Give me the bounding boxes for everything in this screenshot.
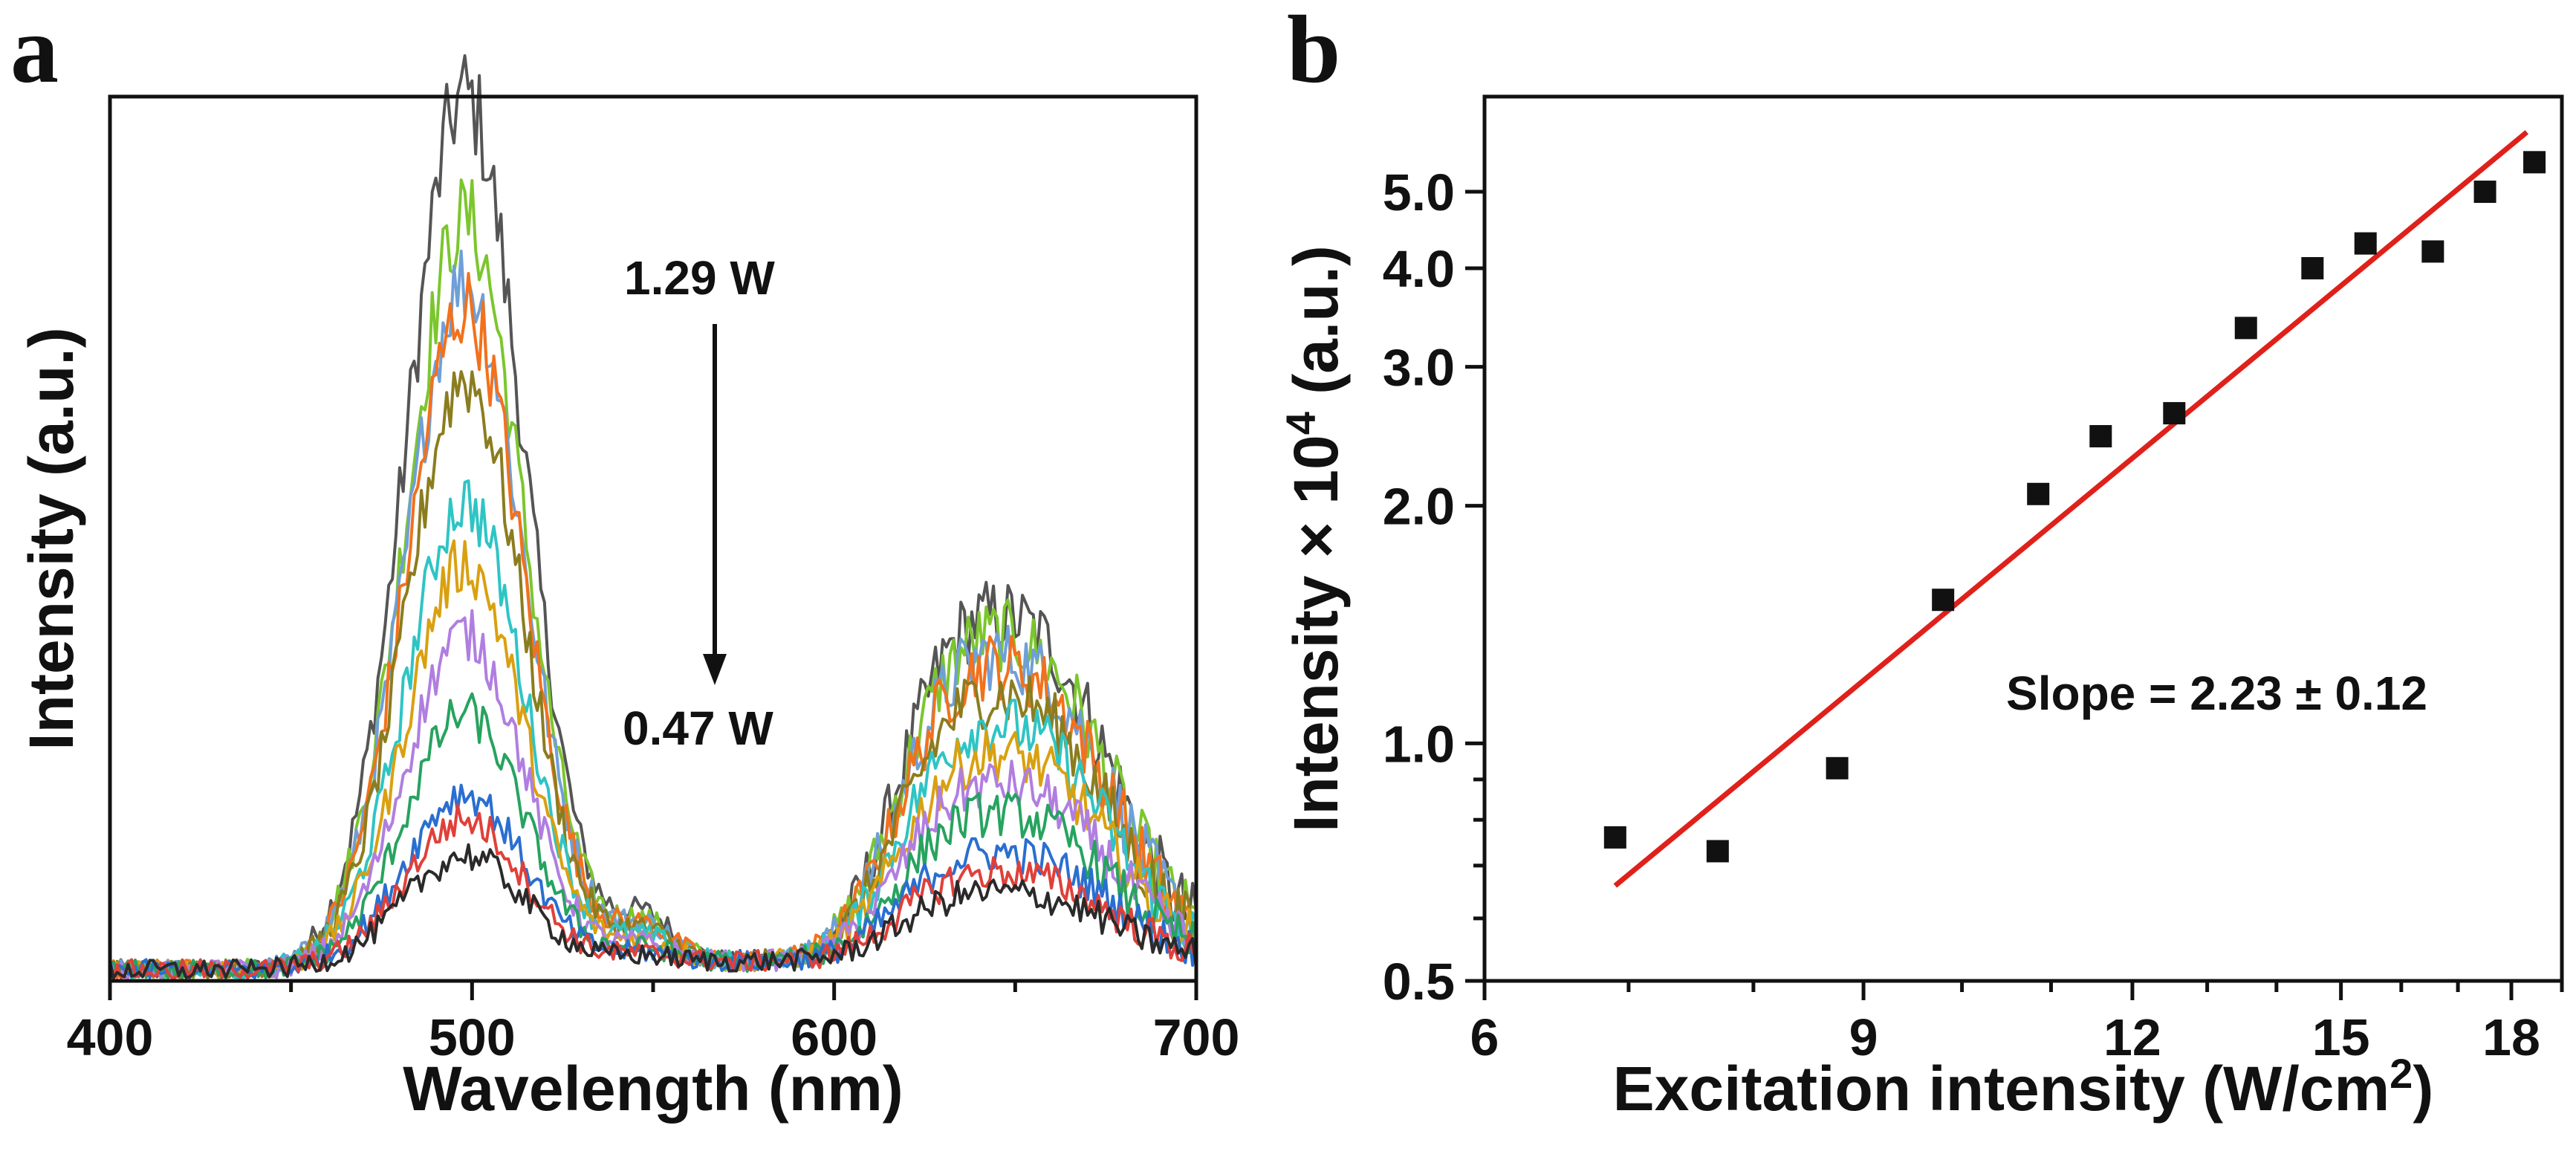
panel-a-x-axis-title: Wavelength (nm) <box>403 1054 903 1124</box>
data-point-1 <box>1706 840 1729 863</box>
x-tick-label: 400 <box>67 1008 154 1066</box>
fit-line-group <box>1613 130 2529 888</box>
panel-a-y-axis-title: Intensity (a.u.) <box>16 327 86 750</box>
panel-b-x-axis-title: Excitation intensity (W/cm2) <box>1613 1050 2434 1124</box>
data-point-12 <box>2523 151 2546 174</box>
x-tick-label: 6 <box>1470 1008 1499 1066</box>
y-title-base: Intensity × 10 <box>1281 435 1351 832</box>
spectrum-line-0 <box>108 54 1198 979</box>
data-point-10 <box>2421 240 2444 263</box>
x-tick-label: 700 <box>1153 1008 1240 1066</box>
data-points-group <box>1603 151 2546 863</box>
x-title-base: Excitation intensity (W/cm <box>1613 1054 2390 1124</box>
x-tick-label: 15 <box>2312 1008 2370 1066</box>
x-title-sup: 2 <box>2390 1050 2413 1097</box>
data-point-11 <box>2473 181 2496 204</box>
y-tick-label: 4.0 <box>1383 240 1455 298</box>
spectrum-line-7 <box>108 609 1198 979</box>
spectra-group <box>108 54 1198 980</box>
data-point-7 <box>2234 317 2257 340</box>
fit-line <box>1613 130 2529 888</box>
x-title-end: ) <box>2413 1054 2433 1124</box>
panel-b-y-axis-title: Intensity × 104 (a.u.) <box>1277 245 1351 832</box>
spectrum-line-6 <box>108 539 1198 980</box>
data-point-3 <box>1932 589 1955 612</box>
data-point-5 <box>2089 425 2112 448</box>
annotation-top-power: 1.29 W <box>624 251 775 305</box>
y-tick-label: 1.0 <box>1383 715 1455 773</box>
panel-b-frame <box>1482 94 2564 983</box>
annotation-bottom-power: 0.47 W <box>623 701 773 755</box>
y-tick-label: 0.5 <box>1383 953 1455 1011</box>
panel-label-b: b <box>1287 0 1340 103</box>
data-point-4 <box>2027 482 2050 505</box>
spectrum-line-11 <box>108 843 1198 980</box>
x-tick-label: 18 <box>2482 1008 2540 1066</box>
data-point-0 <box>1603 826 1626 849</box>
panel-a-plot: 400 500 600 700 Wavelength (nm) Intensity (… <box>16 54 1240 1124</box>
panel-b-x-ticks: 6 9 12 15 18 <box>1470 981 2564 1066</box>
data-point-6 <box>2163 402 2186 425</box>
y-tick-label: 3.0 <box>1383 339 1455 397</box>
panel-b-plot: 6 9 12 15 18 0.5 1.0 2.0 3.0 4.0 5.0 Slope = 2.23… <box>1277 94 2564 1124</box>
panel-label-a: a <box>10 0 59 103</box>
data-point-8 <box>2301 256 2324 279</box>
x-tick-label: 12 <box>2103 1008 2161 1066</box>
x-tick-label: 600 <box>791 1008 877 1066</box>
power-arrow-head <box>703 654 727 685</box>
panel-b-y-ticks: 0.5 1.0 2.0 3.0 4.0 5.0 <box>1383 163 1485 1011</box>
y-title-end: (a.u.) <box>1281 245 1351 412</box>
x-tick-label: 9 <box>1849 1008 1878 1066</box>
data-point-9 <box>2354 232 2377 255</box>
slope-annotation: Slope = 2.23 ± 0.12 <box>2006 667 2427 720</box>
y-title-sup: 4 <box>1277 412 1324 435</box>
y-tick-label: 2.0 <box>1383 478 1455 536</box>
x-tick-label: 500 <box>429 1008 516 1066</box>
panel-a-x-ticks: 400 500 600 700 <box>67 981 1240 1066</box>
data-point-2 <box>1826 756 1849 780</box>
y-tick-label: 5.0 <box>1383 163 1455 221</box>
